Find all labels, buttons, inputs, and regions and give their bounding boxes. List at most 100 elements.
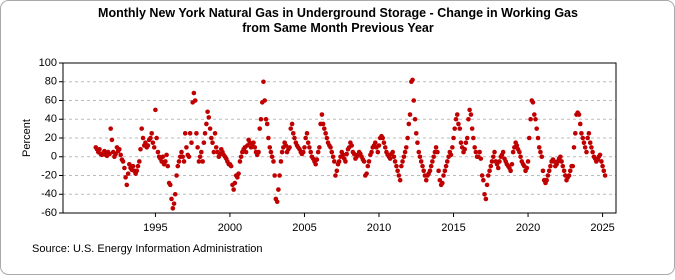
data-point <box>436 168 441 174</box>
data-point <box>231 187 236 192</box>
data-point <box>149 131 154 136</box>
data-point <box>331 159 337 164</box>
data-point <box>153 107 158 113</box>
data-point <box>451 135 456 141</box>
data-point <box>491 154 496 160</box>
data-point <box>369 149 374 155</box>
data-point <box>127 161 132 167</box>
data-point <box>274 199 280 205</box>
data-point <box>184 145 189 150</box>
data-point <box>464 135 470 141</box>
data-point <box>421 168 427 174</box>
data-point <box>472 145 477 150</box>
data-point <box>182 131 188 136</box>
data-point <box>509 161 515 167</box>
data-point <box>471 135 476 141</box>
data-point <box>320 121 326 127</box>
data-point <box>401 154 407 160</box>
data-point <box>375 149 381 155</box>
data-point <box>317 145 322 150</box>
data-point <box>180 154 185 160</box>
data-point <box>179 149 184 155</box>
data-point <box>602 173 608 178</box>
data-point <box>376 143 382 148</box>
data-point <box>125 171 131 176</box>
data-point <box>510 149 516 155</box>
data-point <box>174 173 179 178</box>
data-point <box>372 140 378 145</box>
data-point <box>292 135 297 141</box>
data-point <box>452 126 458 131</box>
data-point <box>561 168 567 174</box>
data-point <box>517 149 522 155</box>
data-point <box>418 159 424 164</box>
source-note: Source: U.S. Energy Information Administ… <box>32 243 263 255</box>
data-point <box>343 159 348 164</box>
data-point <box>304 131 310 136</box>
data-point <box>108 126 113 131</box>
data-point <box>489 159 495 164</box>
data-point <box>457 126 463 131</box>
data-point <box>567 168 573 174</box>
data-point <box>571 145 577 150</box>
data-point <box>237 159 243 164</box>
data-point <box>405 135 410 141</box>
data-point <box>276 187 281 192</box>
plot-frame <box>62 62 617 214</box>
data-point <box>577 121 583 127</box>
data-point <box>206 115 212 120</box>
data-point <box>211 149 217 155</box>
data-point <box>582 145 588 150</box>
data-point <box>382 145 388 150</box>
x-tick-label: 2000 <box>218 222 242 234</box>
data-point <box>192 98 198 103</box>
data-point <box>168 182 173 188</box>
data-point <box>361 159 367 164</box>
data-point <box>416 149 422 155</box>
y-tick-label: -60 <box>41 207 57 219</box>
data-point <box>443 163 449 169</box>
data-point <box>272 173 277 178</box>
data-point <box>199 149 204 155</box>
x-tick-label: 2020 <box>516 222 540 234</box>
data-point <box>170 206 176 211</box>
data-point <box>171 201 177 206</box>
y-tick-label: 80 <box>45 76 57 88</box>
data-point <box>186 154 192 160</box>
data-point <box>392 159 398 164</box>
data-point <box>232 180 238 186</box>
data-point <box>263 116 269 122</box>
data-point <box>394 163 399 169</box>
data-point <box>417 154 423 160</box>
data-point <box>403 145 409 150</box>
x-tick-label: 2005 <box>292 222 316 234</box>
data-point <box>468 112 474 117</box>
data-point <box>423 177 429 183</box>
data-point <box>251 140 256 145</box>
data-point <box>138 146 143 152</box>
data-point <box>334 168 340 174</box>
data-point <box>495 165 501 171</box>
data-point <box>584 149 589 155</box>
data-point <box>236 171 241 176</box>
data-point <box>500 149 506 155</box>
data-point <box>261 79 266 85</box>
data-point <box>288 126 294 131</box>
data-point <box>333 173 338 178</box>
data-point <box>559 159 564 164</box>
data-point <box>163 159 168 164</box>
data-point <box>581 140 587 145</box>
data-point <box>303 135 308 141</box>
data-point <box>197 154 203 160</box>
data-point <box>528 116 533 122</box>
data-point <box>228 163 234 169</box>
x-tick-label: 2025 <box>590 222 614 234</box>
data-point <box>481 177 486 183</box>
data-point <box>175 163 181 169</box>
data-point <box>243 149 249 155</box>
data-point <box>102 148 107 154</box>
data-point <box>364 171 369 176</box>
data-point <box>534 126 540 131</box>
data-point <box>191 90 197 96</box>
data-point <box>535 135 541 141</box>
